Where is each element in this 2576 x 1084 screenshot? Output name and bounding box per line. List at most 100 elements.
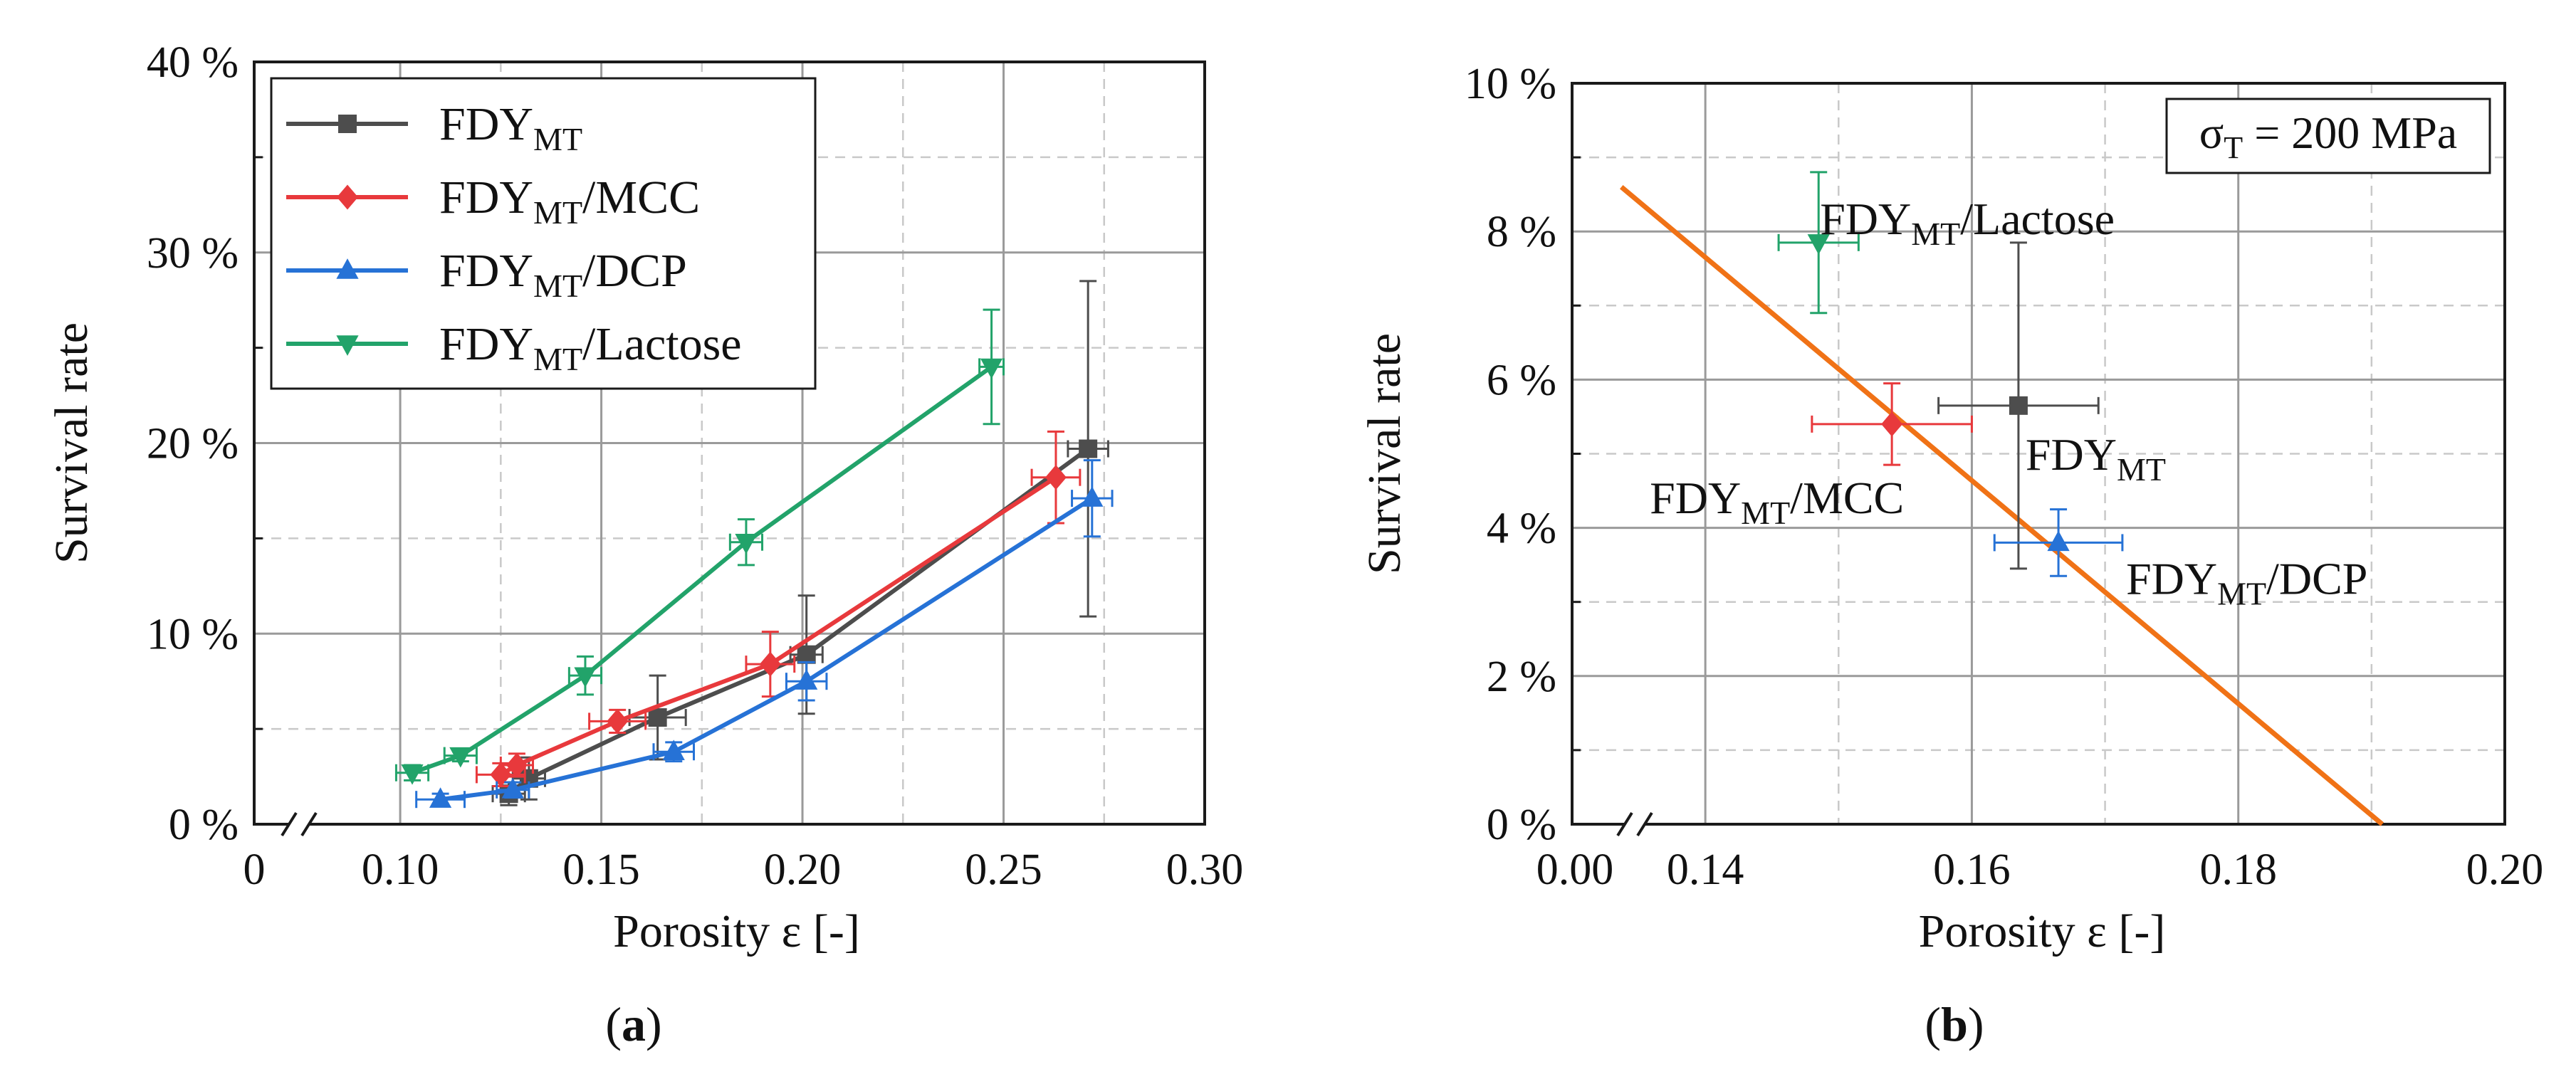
- annotation-symbol: σ: [2199, 107, 2224, 158]
- series-mcc: [475, 430, 1082, 787]
- axis-break-mark: [300, 811, 318, 837]
- legend-item: FDYMT/MCC: [286, 172, 700, 231]
- caption-paren: (: [605, 997, 622, 1051]
- data-point-marker: [1079, 439, 1098, 458]
- x-tick-label: 0.30: [1166, 846, 1244, 894]
- legend-label: FDYMT: [439, 98, 582, 157]
- point-mt: FDYMT: [1937, 241, 2166, 570]
- data-point-marker: [490, 762, 512, 787]
- panel-caption-a: (a): [605, 997, 661, 1051]
- data-point-marker: [506, 752, 528, 778]
- legend-label-subscript: MT: [533, 194, 582, 231]
- data-point-marker: [449, 747, 472, 768]
- annotation-subscript: T: [2224, 130, 2243, 165]
- legend-label-subscript: MT: [533, 268, 582, 304]
- data-point-marker: [1807, 234, 1830, 255]
- panel-b-survival-rate-at-200mpa: 0 % 2 % 4 % 6 % 8 % 10 % 0.00 0.14 0.16 0.18 0.20 P…: [1358, 60, 2543, 1051]
- x-tick-label: 0.10: [362, 846, 439, 894]
- data-point-marker: [795, 669, 818, 690]
- point-label-suffix: /DCP: [2266, 553, 2367, 604]
- legend-label-suffix: /DCP: [582, 245, 687, 297]
- y-tick-label: 10 %: [147, 610, 239, 658]
- legend-item: FDYMT: [286, 98, 582, 157]
- series-dcp: [415, 459, 1114, 809]
- axis-break-gap: [1625, 811, 1645, 837]
- axis-break-mark: [1616, 811, 1633, 837]
- point-label-name: FDY: [2026, 429, 2117, 480]
- y-axis-label: Survival rate: [46, 322, 98, 564]
- y-tick-label: 8 %: [1487, 208, 1556, 256]
- point-label-suffix: /MCC: [1790, 473, 1904, 523]
- data-point-marker: [429, 787, 452, 808]
- point-label: FDYMT/Lactose: [1820, 194, 2115, 252]
- legend-label-name: FDY: [439, 318, 533, 370]
- x-axis-label: Porosity ε [-]: [1919, 905, 2166, 957]
- data-point-marker: [501, 777, 524, 799]
- point-label-name: FDY: [1650, 473, 1741, 523]
- point-label-name: FDY: [2126, 553, 2217, 604]
- point-label-name: FDY: [1820, 194, 1911, 244]
- y-tick-label: 6 %: [1487, 356, 1556, 404]
- x-tick-label: 0.16: [1933, 846, 2011, 894]
- y-tick-label: 10 %: [1465, 60, 1556, 108]
- legend-label-name: FDY: [439, 245, 533, 297]
- annotation-value: = 200 MPa: [2243, 107, 2457, 158]
- axis-break-mark: [1636, 811, 1653, 837]
- point-label: FDYMT/MCC: [1650, 473, 1904, 531]
- x-tick-label-zero: 0: [244, 846, 266, 894]
- legend-item: FDYMT/Lactose: [286, 318, 742, 377]
- legend-swatch-marker: [337, 184, 358, 210]
- x-tick-label: 0.20: [764, 846, 842, 894]
- legend-label-name: FDY: [439, 172, 533, 223]
- series-lactose: [394, 308, 1005, 785]
- legend-label-suffix: /MCC: [582, 172, 700, 223]
- legend-swatch-marker: [338, 115, 357, 133]
- series-mt: [491, 280, 1109, 806]
- legend-label-name: FDY: [439, 98, 533, 150]
- data-point-marker: [574, 667, 597, 688]
- y-tick-label: 20 %: [147, 420, 239, 468]
- axis-break-mark: [281, 811, 298, 837]
- y-tick-label: 2 %: [1487, 653, 1556, 701]
- plot-frame: [253, 60, 1206, 826]
- legend-label-suffix: /Lactose: [582, 318, 742, 370]
- series-line: [499, 475, 1057, 777]
- point-label: FDYMT: [2026, 429, 2166, 488]
- point-label-subscript: MT: [2217, 575, 2266, 611]
- x-axis-label: Porosity ε [-]: [613, 905, 860, 957]
- point-label-subscript: MT: [1741, 495, 1790, 531]
- point-lactose: FDYMT/Lactose: [1777, 171, 2115, 315]
- data-point-marker: [648, 708, 667, 727]
- legend-box: [270, 77, 817, 390]
- legend-item: FDYMT/DCP: [286, 245, 687, 304]
- data-point-marker: [1881, 411, 1903, 437]
- axis-break-gap: [289, 811, 309, 837]
- legend-label: FDYMT/DCP: [439, 245, 687, 304]
- annotation-text: σT = 200 MPa: [2199, 107, 2457, 165]
- data-point-marker: [1045, 465, 1067, 490]
- data-point-marker: [2047, 530, 2070, 552]
- x-tick-label: 0.18: [2199, 846, 2277, 894]
- legend-swatch-marker: [336, 335, 359, 356]
- legend-label-subscript: MT: [533, 341, 582, 377]
- data-point-marker: [607, 708, 629, 734]
- x-tick-label: 0.15: [562, 846, 640, 894]
- panel-caption-b: (b): [1925, 997, 1984, 1051]
- y-tick-label: 4 %: [1487, 505, 1556, 553]
- point-dcp: FDYMT/DCP: [1993, 508, 2367, 611]
- data-point-marker: [759, 651, 781, 677]
- linear-fit-line: [1619, 185, 2384, 826]
- x-tick-label-zero: 0.00: [1536, 846, 1614, 894]
- point-label: FDYMT/DCP: [2126, 553, 2367, 611]
- caption-letter: b: [1941, 997, 1968, 1051]
- legend-label-subscript: MT: [533, 121, 582, 157]
- x-tick-label: 0.14: [1667, 846, 1744, 894]
- caption-letter: a: [622, 997, 646, 1051]
- data-point-marker: [1081, 486, 1104, 507]
- panel-a-survival-rate-vs-porosity: 0 % 10 % 20 % 30 % 40 % 0 0.10 0.15 0.20 0.25 0.30…: [46, 38, 1243, 1051]
- stress-annotation: σT = 200 MPa: [2165, 98, 2491, 174]
- y-tick-label: 40 %: [147, 38, 239, 87]
- point-label-subscript: MT: [1911, 216, 1960, 252]
- caption-paren: ): [1968, 997, 1984, 1051]
